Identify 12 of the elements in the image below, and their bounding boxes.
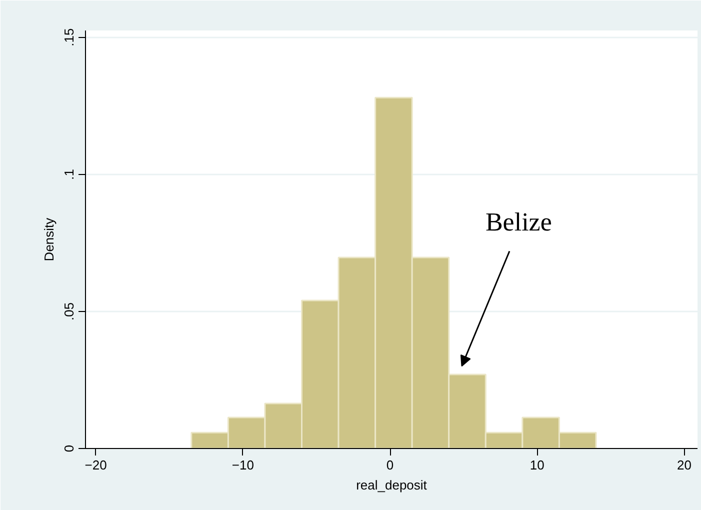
x-tick-label: 10 (530, 458, 544, 472)
y-tick-label: .1 (62, 168, 76, 180)
y-tick-label: 0 (62, 444, 76, 452)
y-tick-label: .05 (62, 302, 76, 320)
x-tick-label: −20 (84, 458, 107, 472)
x-tick-label: 20 (677, 458, 692, 472)
x-tick-label: −10 (232, 458, 254, 472)
x-axis-title: real_deposit (356, 478, 428, 492)
x-tick-label: 0 (386, 458, 394, 472)
annotation: Belize (485, 208, 552, 237)
y-axis-title: Density (42, 217, 56, 262)
y-tick-label: .15 (62, 28, 76, 46)
